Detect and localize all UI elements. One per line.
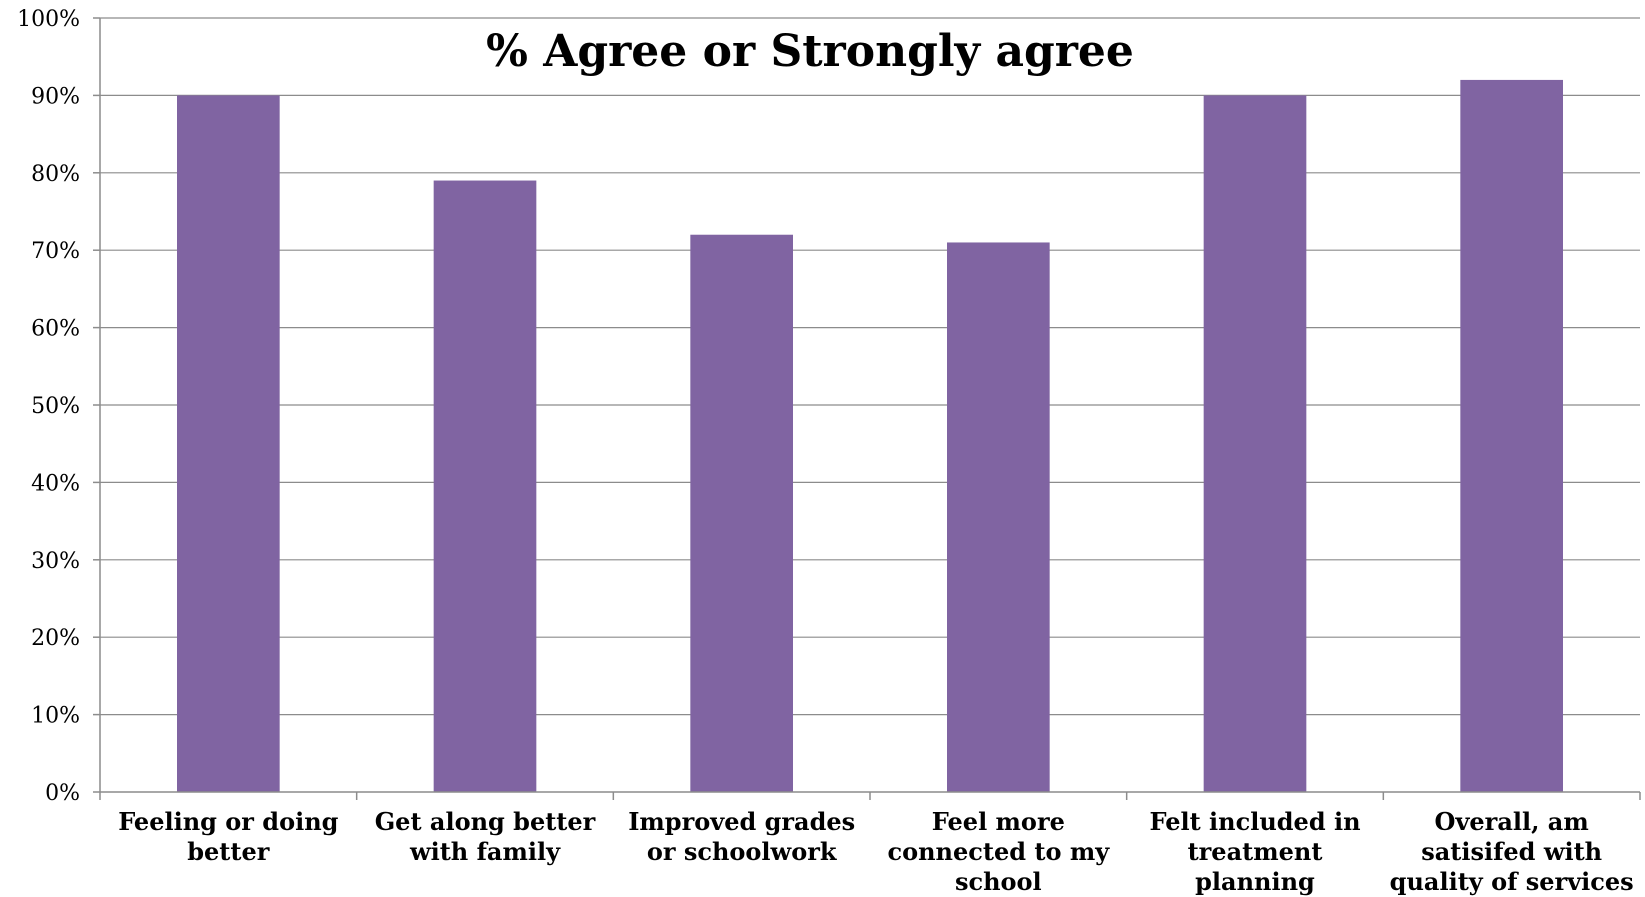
y-tick-label: 30% [31, 549, 80, 574]
y-tick-label: 80% [31, 162, 80, 187]
bars [177, 79, 1563, 793]
bar [433, 180, 537, 793]
x-category-labels: Feeling or doing better Get along better wi… [118, 807, 1633, 896]
x-category-label: Felt included in treatment planning [1149, 807, 1360, 896]
bar [1460, 79, 1563, 793]
gridlines [100, 17, 1640, 716]
y-tick-label: 10% [31, 704, 80, 729]
x-category-label: Feel more connected to my school [887, 807, 1110, 896]
y-tick-label: 90% [31, 84, 80, 109]
x-category-label: Improved grades or schoolwork [628, 807, 855, 866]
axes [93, 17, 1641, 800]
bar [690, 234, 793, 793]
y-tick-label: 100% [17, 7, 80, 32]
bar [177, 95, 280, 792]
bar [1203, 95, 1307, 792]
chart-title: % Agree or Strongly agree [486, 26, 1134, 77]
x-category-label: Get along better with family [375, 807, 596, 866]
y-tick-label: 0% [45, 781, 80, 806]
bar [947, 242, 1050, 792]
y-tick-label: 20% [31, 626, 80, 651]
y-tick-label: 50% [31, 394, 80, 419]
y-tick-label: 40% [31, 471, 80, 496]
x-category-label: Feeling or doing better [118, 807, 338, 866]
y-tick-label: 70% [31, 239, 80, 264]
y-tick-label: 60% [31, 317, 80, 342]
y-tick-labels: 0% 10% 20% 30% 40% 50% 60% 70% 80% 90% 100% [17, 7, 80, 806]
x-category-label: Overall, am satisifed with quality of serv… [1390, 807, 1634, 896]
